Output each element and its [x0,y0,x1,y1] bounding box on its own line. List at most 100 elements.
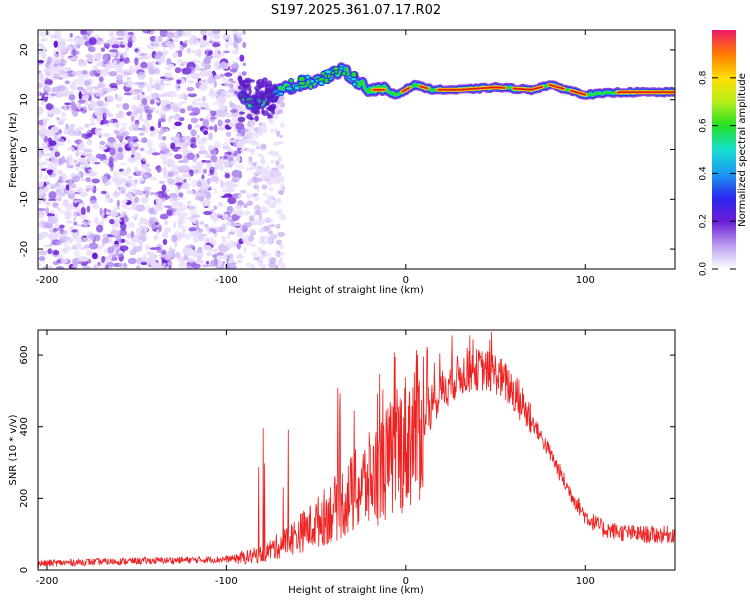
snr-x-tick-label: -200 [36,576,59,587]
heatmap-noise-blob [228,140,237,143]
heatmap-ridge-blob [273,83,277,87]
heatmap-noise-blob [48,191,57,200]
heatmap-noise-blob [167,260,173,267]
heatmap-noise-blob [178,261,187,269]
heatmap-ridge-blob [323,77,330,84]
heatmap-noise-blob [250,263,256,269]
heatmap-noise-blob [235,32,243,37]
heatmap-noise-blob [116,37,124,41]
heatmap-ridge-blob [260,90,264,94]
heatmap-noise-blob [38,59,45,64]
heatmap-noise-blob [38,162,41,167]
heatmap-noise-blob [220,235,226,240]
snr-y-label: SNR (10 * v/v) [8,414,19,485]
heatmap-noise-blob [172,125,177,130]
heatmap-noise-blob [51,183,61,188]
heatmap-noise-blob [219,164,224,172]
heatmap-noise-blob [105,193,111,199]
heatmap-noise-blob [260,263,267,269]
heatmap-noise-blob [203,56,211,65]
heatmap-noise-blob [38,215,44,219]
heatmap-noise-blob [253,205,258,211]
heatmap-noise-blob [62,199,70,207]
heatmap-noise-blob [246,221,252,228]
heatmap-noise-blob [146,139,154,148]
heatmap-noise-blob [66,105,70,109]
heatmap-noise-blob [217,254,223,260]
heatmap-noise-blob [154,43,160,47]
heatmap-noise-blob [45,207,50,215]
heatmap-noise-blob [70,101,76,108]
heatmap-noise-blob [245,193,252,200]
heatmap-noise-blob [127,31,134,36]
snr-y-tick-label: 0 [19,567,30,573]
heatmap-noise-blob [279,122,286,128]
heatmap-noise-blob [226,205,234,215]
heatmap-noise-blob [72,175,80,183]
heatmap-noise-blob [130,146,136,155]
heatmap-noise-blob [196,60,202,64]
heatmap-noise-blob [183,39,188,44]
heatmap-noise-blob [77,186,84,194]
heatmap-noise-blob [123,92,132,96]
heatmap-ridge-blob [248,88,252,95]
heatmap-noise-blob [101,123,111,127]
heatmap-noise-blob [241,128,249,133]
heatmap-noise-blob [212,254,218,259]
heatmap-ridge-core [419,85,429,89]
heatmap-noise-blob [174,37,179,43]
heatmap-noise-blob [235,203,243,210]
heatmap-noise-blob [39,73,45,82]
heatmap-noise-blob [137,118,145,122]
heatmap-noise-blob [60,258,69,264]
heatmap-noise-blob [162,230,169,239]
heatmap-noise-blob [57,133,62,141]
heatmap-noise-blob [207,76,215,85]
heatmap-noise-blob [57,65,62,74]
heatmap-noise-blob [98,221,104,225]
colorbar-tick-label: 0.4 [699,166,709,181]
heatmap-noise-blob [164,219,169,226]
heatmap-noise-blob [260,143,267,150]
heatmap-noise-blob [213,80,217,88]
heatmap-noise-blob [156,164,162,173]
heatmap-noise-blob [160,102,165,111]
heatmap-noise-blob [135,169,145,177]
heatmap-noise-blob [184,182,188,186]
heatmap-noise-blob [202,34,207,41]
heatmap-noise-blob [46,169,54,174]
heatmap-noise-blob [120,82,128,85]
heatmap-noise-blob [122,102,130,110]
heatmap-noise-blob [77,80,86,86]
heatmap-noise-blob [140,95,145,99]
heatmap-noise-blob [86,249,92,256]
heatmap-noise-blob [163,205,173,209]
heatmap-noise-blob [80,178,87,182]
heatmap-noise-blob [182,228,186,234]
heatmap-ridge-blob [267,112,271,119]
heatmap-noise-blob [131,187,136,195]
heatmap-noise-blob [239,54,245,62]
heatmap-noise-blob [132,96,138,100]
heatmap-noise-blob [199,221,205,225]
heatmap-noise-blob [136,107,144,114]
heatmap-noise-blob [231,103,237,110]
heatmap-noise-blob [246,200,254,206]
heatmap-ridge [236,62,675,123]
heatmap-noise-blob [115,103,122,109]
heatmap-noise-blob [84,123,90,128]
colorbar-tick-label: 0.0 [699,262,709,277]
heatmap-noise-blob [117,147,123,153]
heatmap-noise-blob [53,53,60,58]
heatmap-noise-blob [85,53,94,59]
heatmap-noise-blob [89,250,94,254]
heatmap-noise-blob [178,225,188,230]
heatmap-noise-blob [186,200,192,205]
heatmap-noise-blob [144,109,154,114]
heatmap-noise-blob [113,206,118,210]
heatmap-noise-blob [44,94,48,98]
heatmap-noise-blob [219,61,228,70]
heatmap-noise-blob [194,124,201,129]
heatmap-noise-blob [176,58,183,64]
